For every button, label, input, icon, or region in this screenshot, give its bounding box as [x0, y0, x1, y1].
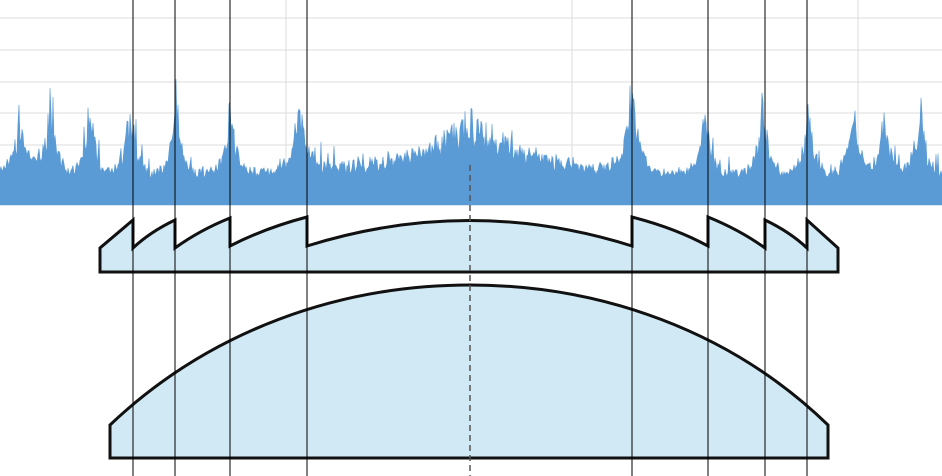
ray-lines — [132, 0, 808, 476]
spectrum — [0, 78, 942, 206]
convex-lens — [108, 283, 830, 460]
fresnel-lens — [98, 214, 840, 274]
